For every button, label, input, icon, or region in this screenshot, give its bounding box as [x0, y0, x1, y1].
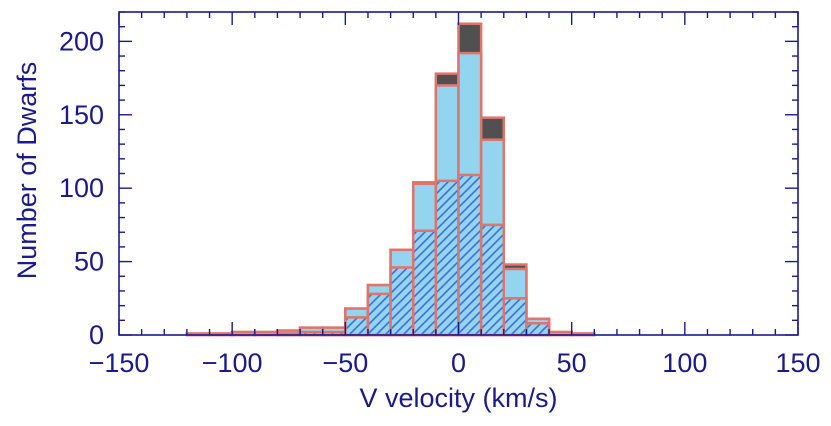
bar-hatched — [434, 179, 460, 337]
y-tick-label: 200 — [59, 26, 104, 56]
x-tick-label: 150 — [775, 348, 820, 378]
bar-hatched — [502, 297, 528, 337]
x-tick-label: 50 — [557, 348, 587, 378]
bar-hatched — [344, 316, 370, 337]
x-tick-label: −50 — [322, 348, 368, 378]
y-tick-label: 50 — [74, 247, 104, 277]
ticks — [118, 11, 799, 336]
y-tick-label: 100 — [59, 173, 104, 203]
x-tick-label: −100 — [202, 348, 263, 378]
tick-labels: −150 −100 −50 0 50 100 150 0 50 100 150 200 — [59, 26, 821, 378]
bar-hatched — [411, 229, 438, 337]
bar-hatched — [389, 266, 415, 337]
bar-hatched — [525, 322, 551, 337]
y-tick-label: 0 — [89, 320, 104, 350]
bar-hatched — [457, 173, 483, 337]
bar-hatched — [479, 223, 506, 337]
y-tick-label: 150 — [59, 100, 104, 130]
x-tick-label: 0 — [451, 348, 466, 378]
x-tick-label: −150 — [89, 348, 150, 378]
y-axis-label: Number of Dwarfs — [12, 62, 42, 280]
x-tick-label: 100 — [662, 348, 707, 378]
bar-hatched — [366, 292, 392, 337]
x-axis-label: V velocity (km/s) — [359, 383, 557, 413]
